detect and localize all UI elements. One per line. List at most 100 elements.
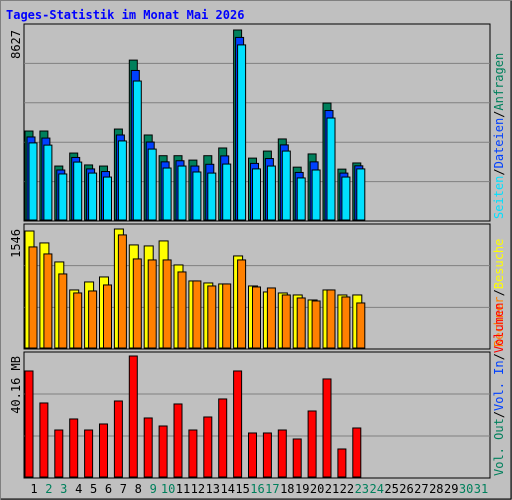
bar xyxy=(237,44,247,221)
bar xyxy=(192,171,202,221)
legend-entry: Vol. In xyxy=(492,360,506,411)
x-tick-label: 3 xyxy=(60,482,67,496)
legend-entry: Volumen xyxy=(492,303,506,354)
x-tick-label: 20 xyxy=(310,482,324,496)
x-tick-label: 26 xyxy=(399,482,413,496)
x-tick-label: 19 xyxy=(295,482,309,496)
bar xyxy=(296,297,306,349)
bar xyxy=(356,302,366,349)
bar xyxy=(218,398,228,478)
bar xyxy=(24,370,34,478)
bar xyxy=(43,144,53,221)
bar xyxy=(117,234,127,349)
bar xyxy=(248,432,257,478)
legend-entry: Anfragen xyxy=(492,53,506,111)
bar xyxy=(177,165,187,221)
x-tick-label: 13 xyxy=(206,482,220,496)
chart-title: Tages-Statistik im Monat Mai 2026 xyxy=(6,8,244,22)
x-tick-label: 6 xyxy=(105,482,112,496)
x-tick-label: 27 xyxy=(414,482,428,496)
legend-entry: Seiten xyxy=(492,176,506,219)
bar xyxy=(341,296,351,349)
y-tick-label: 1546 xyxy=(9,229,23,258)
bar xyxy=(162,167,172,221)
x-tick-label: 25 xyxy=(384,482,398,496)
legend-separator: / xyxy=(492,111,506,118)
x-tick-label: 17 xyxy=(265,482,279,496)
x-tick-label: 18 xyxy=(280,482,294,496)
x-tick-label: 31 xyxy=(474,482,488,496)
bar xyxy=(262,432,272,478)
bar xyxy=(28,246,38,349)
x-tick-label: 16 xyxy=(250,482,264,496)
bar xyxy=(58,173,68,221)
bar xyxy=(281,294,291,349)
bar xyxy=(99,423,108,478)
bar xyxy=(43,253,53,349)
legend-separator: / xyxy=(492,353,506,360)
bar xyxy=(311,300,321,349)
bar xyxy=(252,286,261,349)
bar xyxy=(143,417,153,478)
x-tick-label: 30 xyxy=(459,482,473,496)
bar xyxy=(117,140,127,221)
x-tick-label: 2 xyxy=(45,482,52,496)
bar xyxy=(222,283,232,349)
bar xyxy=(73,161,83,221)
bar xyxy=(188,429,198,478)
bar xyxy=(158,425,168,478)
bar xyxy=(113,400,123,478)
bar xyxy=(341,176,351,221)
x-tick-label: 9 xyxy=(150,482,157,496)
legend: Rechner/Besuche xyxy=(492,239,506,347)
x-tick-label: 15 xyxy=(235,482,249,496)
bar xyxy=(233,370,243,478)
bar xyxy=(192,280,202,349)
bar xyxy=(147,148,157,221)
bar xyxy=(132,258,142,349)
legend: Seiten/Dateien/Anfragen xyxy=(492,53,506,219)
legend-entry: Besuche xyxy=(492,239,506,290)
bar xyxy=(177,271,187,349)
bar xyxy=(54,429,64,478)
bar xyxy=(266,287,276,349)
x-tick-label: 12 xyxy=(191,482,205,496)
bar xyxy=(356,168,366,221)
x-tick-label: 24 xyxy=(369,482,383,496)
y-tick-label: 8627 xyxy=(9,30,23,59)
bar xyxy=(326,289,336,349)
x-tick-label: 29 xyxy=(444,482,458,496)
legend-separator: / xyxy=(492,168,506,175)
bar xyxy=(222,163,232,221)
bar xyxy=(326,117,336,221)
bar xyxy=(277,429,287,478)
bar xyxy=(281,150,291,221)
bar xyxy=(28,142,38,221)
bar xyxy=(128,355,138,478)
legend-entry: Vol. Out xyxy=(492,418,506,476)
bar xyxy=(103,176,112,221)
bar xyxy=(237,259,247,349)
x-tick-label: 7 xyxy=(120,482,127,496)
bar xyxy=(307,410,317,478)
bar xyxy=(173,403,183,478)
bar xyxy=(292,438,302,478)
bar xyxy=(203,416,213,478)
bar xyxy=(88,290,98,349)
legend: Vol. Out/Vol. In/Volumen xyxy=(492,303,506,476)
x-tick-label: 11 xyxy=(176,482,190,496)
bar xyxy=(252,168,261,221)
bar xyxy=(88,172,98,221)
bar xyxy=(69,418,79,478)
bar xyxy=(207,285,217,349)
bar xyxy=(352,427,362,478)
bar xyxy=(322,378,332,478)
legend-entry: Dateien xyxy=(492,118,506,169)
legend-separator: / xyxy=(492,411,506,418)
legend-entry: Rechner xyxy=(492,296,506,347)
bar xyxy=(207,172,217,221)
bar xyxy=(311,169,321,221)
x-tick-label: 23 xyxy=(355,482,369,496)
